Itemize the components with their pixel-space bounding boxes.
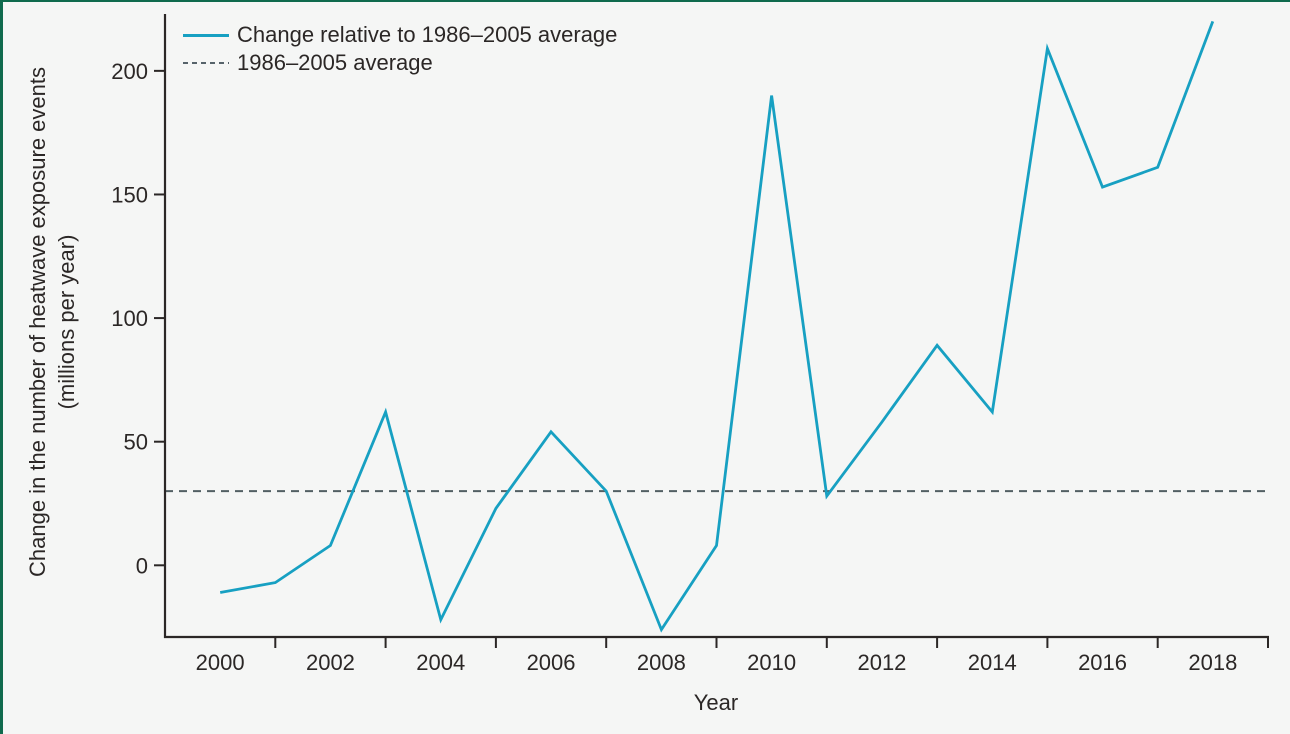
legend-label-change: Change relative to 1986–2005 average [237, 22, 618, 47]
x-tick-label: 2006 [527, 650, 576, 675]
y-axis-title-line2: (millions per year) [54, 234, 79, 410]
x-axis-title: Year [693, 690, 739, 715]
y-axis-title: Change in the number of heatwave exposur… [23, 67, 81, 577]
x-tick-label: 2014 [968, 650, 1017, 675]
x-tick-label: 2018 [1188, 650, 1237, 675]
top-border-accent [0, 0, 1290, 2]
legend-label-average: 1986–2005 average [237, 50, 433, 75]
legend-dashed-line-swatch [183, 62, 229, 64]
x-tick-label: 2000 [196, 650, 245, 675]
x-tick-label: 2010 [747, 650, 796, 675]
x-tick-label: 2008 [637, 650, 686, 675]
y-tick-label: 50 [124, 430, 148, 455]
legend-solid-line-swatch [183, 33, 229, 37]
legend-item-average: 1986–2005 average [183, 49, 617, 77]
y-axis-title-line1: Change in the number of heatwave exposur… [25, 67, 50, 577]
left-border-accent [0, 0, 3, 734]
y-tick-label: 0 [136, 553, 148, 578]
y-tick-label: 150 [111, 182, 148, 207]
legend-item-change: Change relative to 1986–2005 average [183, 21, 617, 49]
x-tick-label: 2012 [857, 650, 906, 675]
x-tick-label: 2016 [1078, 650, 1127, 675]
y-tick-label: 100 [111, 306, 148, 331]
x-tick-label: 2004 [416, 650, 465, 675]
chart-legend: Change relative to 1986–2005 average 198… [183, 21, 617, 77]
y-tick-label: 200 [111, 59, 148, 84]
series-line-change [219, 20, 1215, 633]
x-tick-label: 2002 [306, 650, 355, 675]
